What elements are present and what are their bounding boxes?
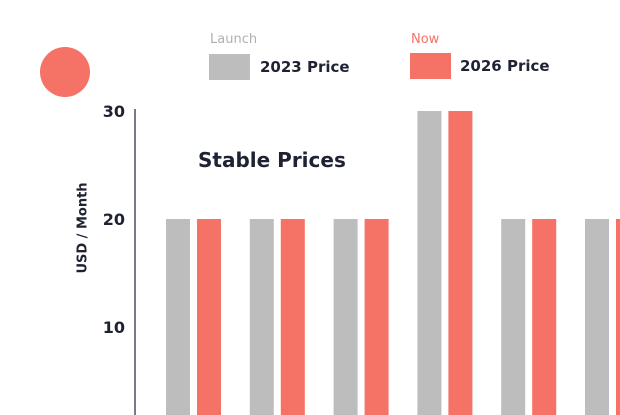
y-tick-label: 10 (103, 318, 125, 337)
bar-2026-6 (616, 219, 620, 415)
y-tick-label: 30 (103, 102, 125, 121)
y-tick-label: 20 (103, 210, 125, 229)
bar-2023-3 (333, 219, 358, 415)
bar-2023-5 (501, 219, 526, 415)
bar-2026-4 (448, 111, 473, 415)
bar-2023-1 (166, 219, 190, 415)
chart-title: Stable Prices (198, 148, 346, 172)
bar-2026-5 (532, 219, 557, 415)
legend-caption-launch: Launch (210, 32, 258, 47)
legend-caption-now: Now (411, 32, 440, 47)
bar-2023-2 (249, 219, 274, 415)
bar-2023-4 (417, 111, 442, 415)
bar-2026-3 (364, 219, 389, 415)
legend-label-2023: 2023 Price (260, 58, 350, 76)
bar-2026-2 (280, 219, 305, 415)
legend-swatch-2023 (209, 54, 250, 80)
bar-2026-1 (197, 219, 221, 415)
legend-label-2026: 2026 Price (460, 57, 550, 75)
coral-circle-icon (40, 47, 90, 97)
bar-2023-6 (585, 219, 609, 415)
legend-swatch-2026 (410, 53, 451, 79)
